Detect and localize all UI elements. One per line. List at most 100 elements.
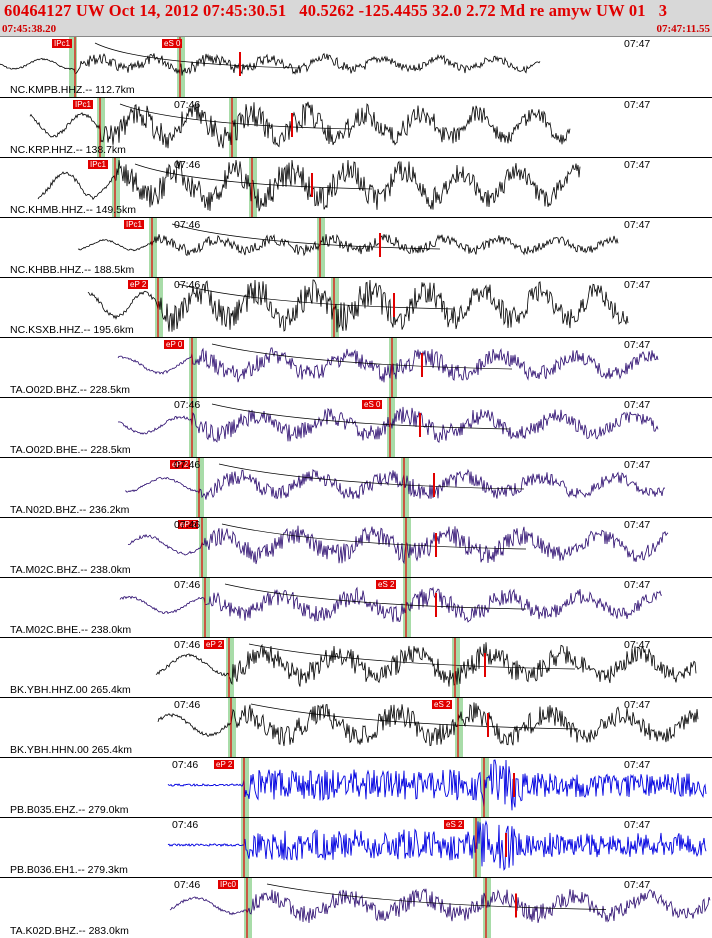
time-tick-label: 07:47 [624, 579, 651, 591]
station-label: NC.KSXB.HHZ.-- 195.6km [10, 324, 134, 336]
trace-panel-khmb[interactable]: IPc1 07:46 07:47 NC.KHMB.HHZ.-- 149.5km [0, 157, 712, 217]
p-pick-label[interactable]: IPc1 [52, 39, 73, 48]
time-tick-label: 07:46 [172, 759, 199, 771]
trace-panel-ybh-n[interactable]: eS 2 07:46 07:47 BK.YBH.HHN.00 265.4km [0, 697, 712, 757]
p-pick-label[interactable]: eP 2 [128, 280, 149, 289]
p-pick-label[interactable]: IPc1 [124, 220, 145, 229]
s-pick-label[interactable]: eS 2 [376, 580, 397, 589]
time-tick-label: 07:46 [174, 879, 201, 891]
p-window [241, 818, 249, 877]
time-tick-label: 07:47 [624, 819, 651, 831]
s-pick-label[interactable]: eS 2 [432, 700, 453, 709]
p-window [155, 278, 163, 337]
station-label: TA.M02C.BHE.-- 238.0km [10, 624, 132, 636]
seismogram-trace [127, 525, 669, 565]
time-tick-label: 07:47 [624, 339, 651, 351]
time-tick-label: 07:47 [624, 459, 651, 471]
trace-panel-ybh-z[interactable]: eP 2 07:46 07:47 BK.YBH.HHZ.00 265.4km [0, 637, 712, 697]
trace-panel-o02d-e[interactable]: eS 0 07:46 07:47 TA.O02D.BHE.-- 228.5km [0, 397, 712, 457]
waveform-plot [77, 218, 619, 277]
seismogram-trace [87, 279, 629, 333]
p-pick-label[interactable]: eP 2 [178, 520, 199, 529]
window-start-time: 07:45:38.20 [2, 23, 57, 35]
s-window [317, 218, 325, 277]
s-pick-label[interactable]: eS 2 [444, 820, 465, 829]
p-pick-label[interactable]: eP 0 [164, 340, 185, 349]
p-window [228, 698, 236, 757]
s-window [387, 398, 395, 457]
seismogram-trace [117, 347, 659, 383]
time-tick-label: 07:46 [174, 459, 201, 471]
station-label: BK.YBH.HHZ.00 265.4km [10, 684, 131, 696]
s-pick-label[interactable]: eS 0 [362, 400, 383, 409]
p-pick-label[interactable]: IPc1 [88, 160, 109, 169]
waveform-plot [87, 278, 629, 337]
p-window [69, 37, 77, 97]
seismogram-stack: IPc1 eS 0 07:47 NC.KMPB.HHZ.-- 112.7km IPc1 0… [0, 37, 712, 938]
seismogram-trace [124, 468, 666, 500]
seismogram-trace [0, 52, 541, 76]
p-window [189, 338, 197, 397]
p-window [112, 158, 120, 217]
trace-panel-m02c-z[interactable]: eP 2 07:46 07:47 TA.M02C.BHZ.-- 238.0km [0, 517, 712, 577]
time-tick-label: 07:46 [174, 219, 201, 231]
trace-panel-krp[interactable]: IPc1 07:46 07:47 NC.KRP.HHZ.-- 138.7km [0, 97, 712, 157]
station-label: TA.K02D.BHZ.-- 283.0km [10, 925, 129, 937]
p-window [199, 518, 207, 577]
seismogram-trace [29, 101, 571, 149]
time-tick-label: 07:46 [174, 579, 201, 591]
p-pick-label[interactable]: IPc0 [218, 880, 239, 889]
time-tick-label: 07:47 [624, 759, 651, 771]
time-tick-label: 07:47 [624, 519, 651, 531]
s-window [249, 158, 257, 217]
trace-panel-n02d[interactable]: eP 2 07:46 07:47 TA.N02D.BHZ.-- 236.2km [0, 457, 712, 517]
time-tick-label: 07:47 [624, 879, 651, 891]
coda-curve [171, 223, 441, 250]
trace-panel-ksxb[interactable]: eP 2 07:46 07:47 NC.KSXB.HHZ.-- 195.6km [0, 277, 712, 337]
waveform-plot [127, 518, 669, 577]
time-tick-label: 07:47 [624, 399, 651, 411]
p-window [202, 578, 210, 637]
coda-curve [134, 163, 373, 190]
event-title: 60464127 UW Oct 14, 2012 07:45:30.51 40.… [4, 1, 668, 20]
seismogram-trace [167, 820, 707, 872]
waveform-plot [157, 698, 699, 757]
p-pick-label[interactable]: eP 2 [214, 760, 235, 769]
window-end-time: 07:47:11.55 [656, 23, 710, 35]
time-tick-label: 07:47 [624, 99, 651, 111]
trace-panel-o02d-z[interactable]: eP 0 07:47 TA.O02D.BHZ.-- 228.5km [0, 337, 712, 397]
coda-curve [119, 103, 353, 130]
trace-panel-m02c-e[interactable]: eS 2 07:46 07:47 TA.M02C.BHE.-- 238.0km [0, 577, 712, 637]
seismogram-trace [117, 406, 659, 443]
time-tick-label: 07:47 [624, 639, 651, 651]
time-tick-label: 07:46 [174, 699, 201, 711]
waveform-plot [0, 37, 541, 97]
p-pick-label[interactable]: eP 2 [204, 640, 225, 649]
seismogram-trace [167, 759, 707, 811]
seismogram-trace [155, 642, 697, 687]
trace-panel-b035[interactable]: eP 2 07:46 07:47 PB.B035.EHZ.-- 279.0km [0, 757, 712, 817]
station-label: TA.N02D.BHZ.-- 236.2km [10, 504, 130, 516]
waveform-plot [167, 818, 707, 877]
p-pick-label[interactable]: IPc1 [73, 100, 94, 109]
time-tick-label: 07:47 [624, 38, 651, 50]
time-tick-label: 07:47 [624, 699, 651, 711]
trace-panel-khbb[interactable]: IPc1 07:46 07:47 NC.KHBB.HHZ.-- 188.5km [0, 217, 712, 277]
time-tick-label: 07:46 [172, 819, 199, 831]
time-tick-label: 07:46 [174, 639, 201, 651]
s-window [229, 98, 237, 157]
p-pick-label[interactable]: eP 2 [170, 460, 191, 469]
s-window [403, 578, 411, 637]
trace-panel-k02d[interactable]: IPc0 07:46 07:47 TA.K02D.BHZ.-- 283.0km [0, 877, 712, 938]
coda-curve [211, 343, 513, 370]
s-pick-label[interactable]: eS 0 [162, 39, 183, 48]
seismogram-trace [37, 159, 581, 212]
station-label: PB.B035.EHZ.-- 279.0km [10, 804, 129, 816]
station-label: TA.O02D.BHE.-- 228.5km [10, 444, 131, 456]
trace-panel-kmpb[interactable]: IPc1 eS 0 07:47 NC.KMPB.HHZ.-- 112.7km [0, 37, 712, 97]
station-label: NC.KRP.HHZ.-- 138.7km [10, 144, 126, 156]
seismogram-trace [157, 702, 699, 747]
trace-panel-b036[interactable]: eS 2 07:46 07:47 PB.B036.EH1.-- 279.3km [0, 817, 712, 877]
time-tick-label: 07:46 [174, 99, 201, 111]
p-window [97, 98, 105, 157]
